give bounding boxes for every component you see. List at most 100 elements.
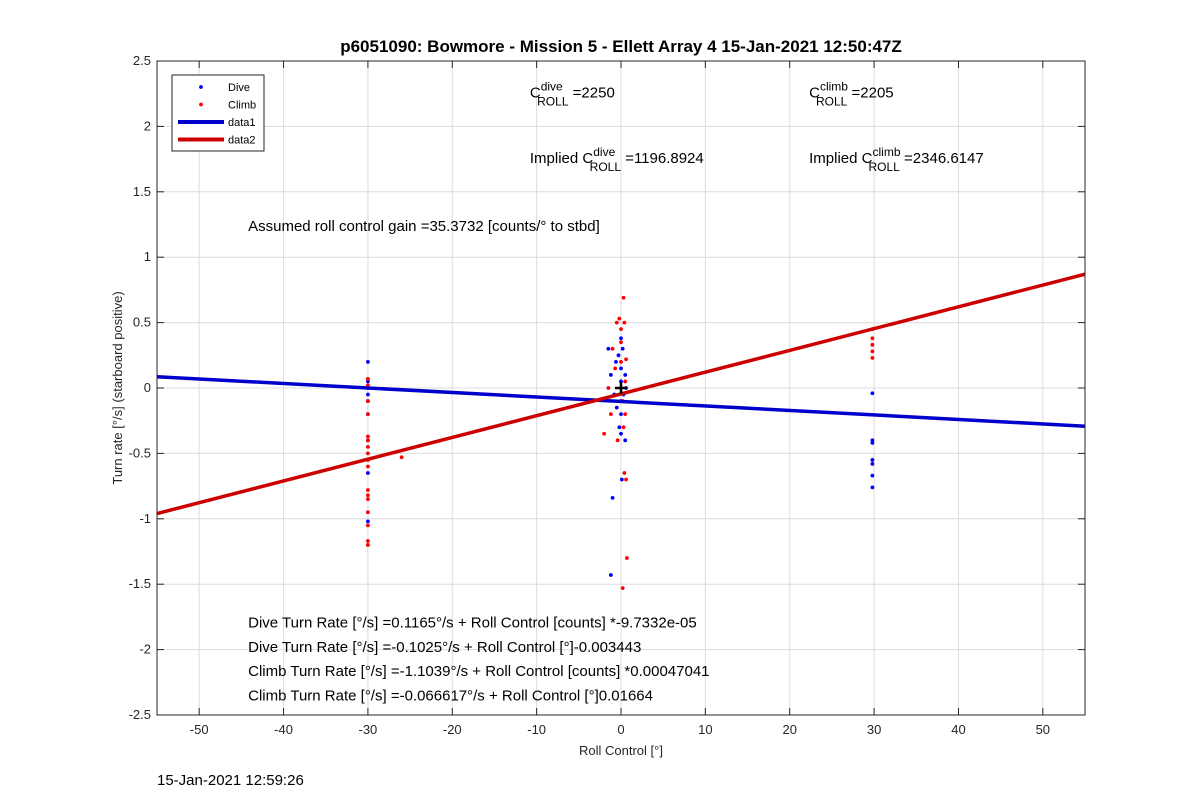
x-tick-label: 30 <box>867 722 881 737</box>
y-tick-label: -1.5 <box>129 576 151 591</box>
dive-point <box>623 438 628 443</box>
y-tick-label: 0 <box>144 380 151 395</box>
climb-point <box>366 444 370 449</box>
annotation-cdive: Cdive ROLL =2250 <box>530 80 615 109</box>
series-data1 <box>156 375 1086 428</box>
dive-point <box>619 412 623 417</box>
climb-point <box>366 412 370 417</box>
climb-point <box>870 342 875 347</box>
climb-point <box>619 327 623 332</box>
dive-point <box>870 461 875 466</box>
dive-point <box>620 346 625 351</box>
dive-point <box>366 359 370 364</box>
annotation-eq1: Dive Turn Rate [°/s] =0.1165°/s + Roll C… <box>248 614 697 631</box>
dive-point <box>619 366 623 371</box>
climb-point <box>870 336 875 341</box>
climb-point <box>625 556 629 560</box>
y-tick-label: -0.5 <box>129 445 151 460</box>
dive-point <box>608 373 613 377</box>
x-tick-label: 20 <box>782 722 796 737</box>
y-tick-label: -2.5 <box>129 707 151 722</box>
dive-point <box>870 441 875 445</box>
dive-point <box>366 519 370 524</box>
dive-point <box>619 431 623 436</box>
legend-item-climb[interactable]: Climb <box>199 100 256 112</box>
x-tick-label: -30 <box>359 722 378 737</box>
dive-point <box>366 392 370 397</box>
climb-point <box>602 431 607 436</box>
climb-point <box>619 359 623 364</box>
annotation-cclimb: Cclimb ROLL =2205 <box>809 80 894 109</box>
dive-point <box>614 405 619 410</box>
dive-point <box>614 359 618 364</box>
climb-point <box>366 497 370 502</box>
y-tick-label: -1 <box>139 511 151 526</box>
climb-point <box>624 477 628 482</box>
legend-item-data2[interactable]: data2 <box>178 135 256 147</box>
climb-point <box>621 425 626 430</box>
y-tick-label: 2 <box>144 118 151 133</box>
y-tick-label: 1.5 <box>133 184 151 199</box>
legend-item-dive[interactable]: Dive <box>199 82 250 94</box>
dive-point <box>616 353 621 358</box>
climb-point <box>366 523 370 528</box>
x-tick-label: -20 <box>443 722 462 737</box>
climb-point <box>366 510 370 515</box>
climb-point <box>366 438 370 443</box>
x-tick-label: -40 <box>274 722 293 737</box>
climb-point <box>622 320 627 325</box>
legend-marker <box>199 85 203 89</box>
x-axis-label: Roll Control [°] <box>579 743 663 758</box>
y-tick-label: 2.5 <box>133 53 151 68</box>
centroid-marker <box>615 382 627 394</box>
data1-fit-line <box>156 375 1086 428</box>
climb-point <box>366 434 370 439</box>
legend-label: data1 <box>228 117 256 129</box>
climb-point <box>366 488 370 492</box>
climb-point <box>366 399 370 403</box>
dive-point <box>870 391 875 396</box>
legend-item-data1[interactable]: data1 <box>178 117 256 129</box>
climb-point <box>399 455 404 460</box>
data-layer <box>156 272 1086 591</box>
dive-point <box>366 379 370 384</box>
dive-point <box>619 336 623 341</box>
dive-point <box>617 425 622 430</box>
annotation-implied-climb: Implied Cclimb ROLL =2346.6147 <box>809 145 984 174</box>
y-axis-label: Turn rate [°/s] (starboard positive) <box>110 291 125 484</box>
climb-point <box>620 586 625 591</box>
legend-label: Dive <box>228 82 250 94</box>
climb-point <box>366 376 370 381</box>
dive-point <box>870 485 875 490</box>
x-tick-label: 50 <box>1036 722 1050 737</box>
dive-point <box>606 346 611 351</box>
dive-point <box>610 495 615 500</box>
y-tick-label: 1 <box>144 249 151 264</box>
climb-point <box>615 438 620 443</box>
climb-point <box>366 493 370 498</box>
legend-label: Climb <box>228 100 256 112</box>
footer-timestamp: 15-Jan-2021 12:59:26 <box>157 772 304 789</box>
climb-point <box>623 412 628 417</box>
climb-point <box>623 379 628 384</box>
legend[interactable]: Dive Climb data1 data2 <box>171 74 265 152</box>
y-tick-label: -2 <box>139 642 151 657</box>
ticks: -50 -40 -30 -20 -10 0 10 20 30 40 50-2.5-2-1.5-1-0… <box>129 53 1085 737</box>
dive-point <box>623 373 628 377</box>
annotations: Cdive ROLL =2250 Cclimb ROLL =2205 Implied C… <box>248 80 984 705</box>
annotation-eq4: Climb Turn Rate [°/s] =-0.066617°/s + Ro… <box>248 688 653 705</box>
x-tick-label: -50 <box>190 722 209 737</box>
climb-point <box>870 349 875 354</box>
climb-point <box>614 320 619 325</box>
dive-point <box>608 573 613 577</box>
climb-point <box>606 386 611 390</box>
annotation-eq2: Dive Turn Rate [°/s] =-0.1025°/s + Roll … <box>248 639 641 656</box>
x-tick-label: -10 <box>527 722 546 737</box>
annotation-implied-dive: Implied Cdive ROLL =1196.8924 <box>530 145 704 174</box>
annotation-eq3: Climb Turn Rate [°/s] =-1.1039°/s + Roll… <box>248 663 709 680</box>
x-tick-label: 40 <box>951 722 965 737</box>
climb-point <box>366 543 370 547</box>
dive-point <box>870 438 875 443</box>
dive-point <box>870 473 875 478</box>
